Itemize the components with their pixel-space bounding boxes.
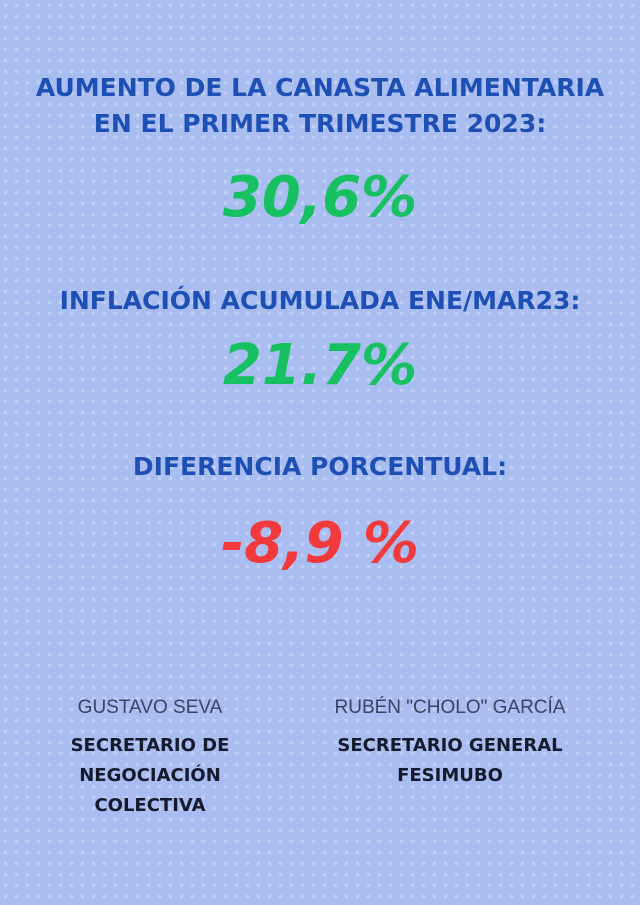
- canasta-heading: AUMENTO DE LA CANASTA ALIMENTARIA EN EL …: [0, 70, 640, 142]
- signature-name-garcia: RUBÉN "CHOLO" GARCÍA: [334, 697, 566, 718]
- signature-role-seva: SECRETARIO DE NEGOCIACIÓN COLECTIVA: [20, 731, 280, 821]
- signature-role-garcia-line-2: FESIMUBO: [397, 765, 503, 786]
- signature-role-seva-line-1: SECRETARIO DE: [70, 735, 230, 756]
- diferencia-value: -8,9 %: [220, 511, 420, 576]
- signature-role-garcia-line-1: SECRETARIO GENERAL: [337, 735, 563, 756]
- signature-name-seva: GUSTAVO SEVA: [77, 697, 223, 718]
- canasta-heading-line-2: EN EL PRIMER TRIMESTRE 2023:: [93, 109, 547, 138]
- diferencia-heading: DIFERENCIA PORCENTUAL:: [132, 452, 508, 481]
- inflacion-heading: INFLACIÓN ACUMULADA ENE/MAR23:: [59, 286, 581, 315]
- inflacion-value: 21.7%: [222, 333, 418, 398]
- canasta-heading-line-1: AUMENTO DE LA CANASTA ALIMENTARIA: [35, 73, 605, 102]
- canasta-value: 30,6%: [222, 165, 418, 230]
- signature-role-seva-line-3: COLECTIVA: [94, 795, 206, 816]
- signature-role-seva-line-2: NEGOCIACIÓN: [79, 765, 221, 786]
- signature-role-garcia: SECRETARIO GENERAL FESIMUBO: [300, 731, 600, 791]
